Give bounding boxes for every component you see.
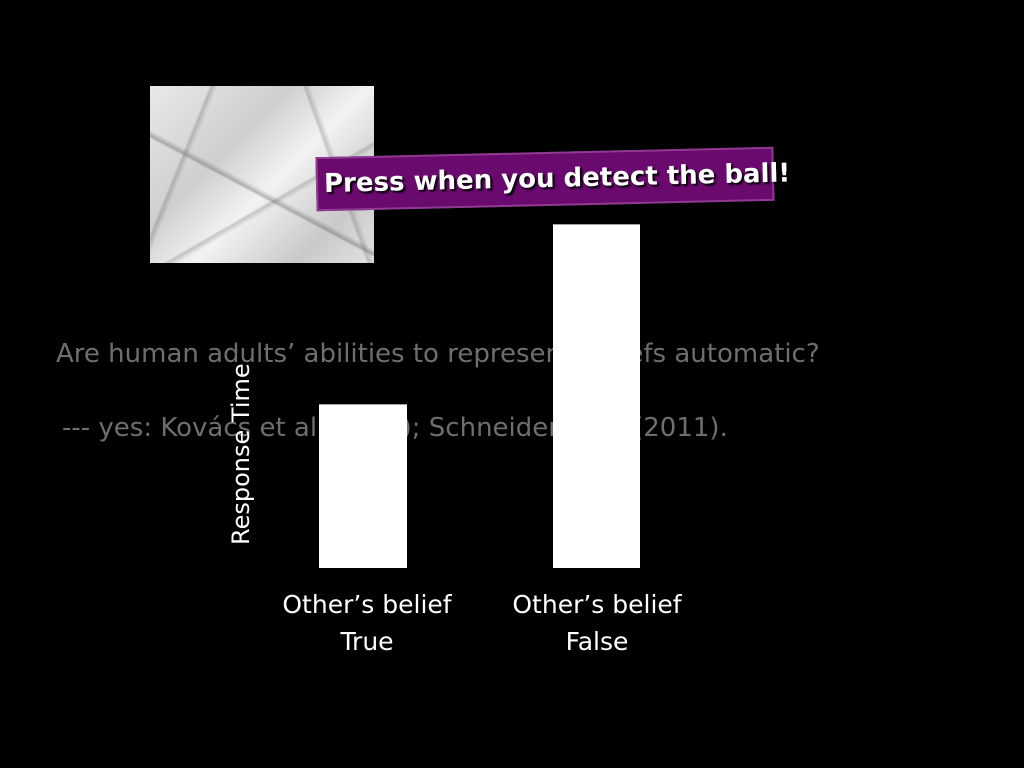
- y-axis-label: Response Time: [227, 363, 255, 545]
- x-label-false-line1: Other’s belief: [512, 590, 682, 619]
- bar-true: [319, 404, 407, 568]
- research-question: Are human adults’ abilities to represent…: [56, 339, 820, 369]
- bar-false: [553, 224, 640, 568]
- x-label-false-line2: False: [566, 627, 629, 656]
- x-label-true-line1: Other’s belief: [282, 590, 452, 619]
- instruction-banner: Press when you detect the ball!: [315, 146, 791, 212]
- x-label-true-line2: True: [339, 627, 393, 656]
